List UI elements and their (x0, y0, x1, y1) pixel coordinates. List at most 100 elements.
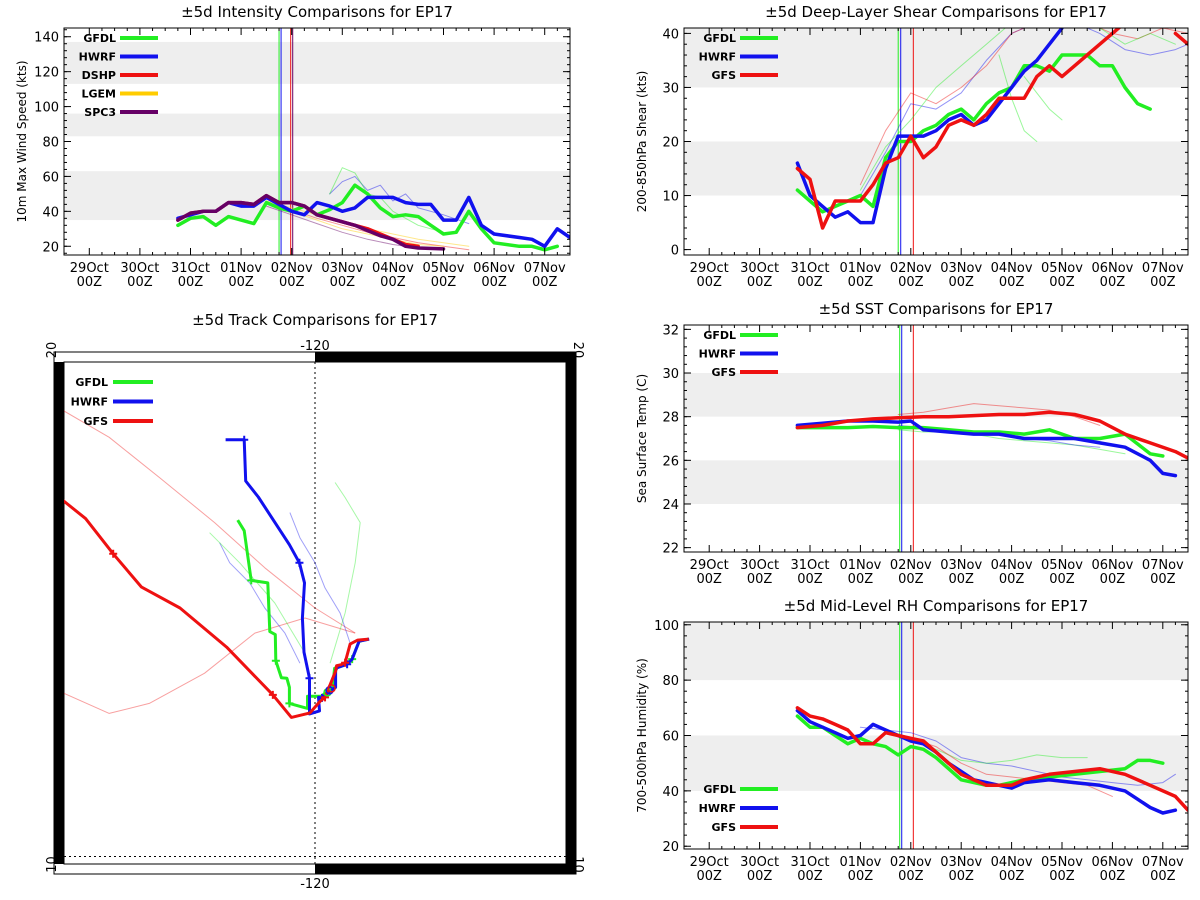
x-tick-label-date-8: 06Nov (1091, 261, 1133, 276)
series-line-lgem-9 (291, 210, 444, 247)
track-line-gfdl-7 (329, 482, 361, 664)
y-tick-label-3: 80 (662, 674, 679, 689)
track-start-marker-hwrf (325, 686, 334, 695)
x-tick-label-date-8: 06Nov (1091, 558, 1133, 573)
series-line-gfs-10 (1098, 28, 1188, 40)
sst-frame (683, 324, 1189, 553)
rh-series (795, 706, 1188, 815)
y-tick-label-0: 22 (662, 542, 679, 557)
shear-chart: 01020304029Oct00Z30Oct00Z31Oct00Z01Nov00… (635, 3, 1189, 290)
rh-title: ±5d Mid-Level RH Comparisons for EP17 (784, 597, 1089, 615)
track-line-hwrf-6 (219, 542, 301, 664)
series-line-gfdl-7 (998, 54, 1038, 142)
track-lat-label-right-20: 20 (570, 342, 585, 359)
y-tick-label-1: 24 (662, 498, 679, 513)
x-tick-label-date-7: 05Nov (1041, 855, 1083, 870)
x-tick-label-hour-0: 00Z (696, 275, 722, 290)
x-tick-label-hour-5: 00Z (948, 572, 974, 587)
x-tick-label-date-4: 02Nov (890, 855, 932, 870)
x-tick-label-hour-1: 00Z (747, 572, 773, 587)
x-tick-label-hour-1: 00Z (747, 275, 773, 290)
band-1 (64, 113, 570, 137)
series-line-hwrf-3 (859, 726, 1176, 786)
sst-chart: 22242628303229Oct00Z30Oct00Z31Oct00Z01No… (635, 300, 1189, 587)
x-tick-label-date-2: 31Oct (790, 261, 829, 276)
x-tick-label-hour-4: 00Z (898, 275, 924, 290)
series-line-gfdl-0 (795, 714, 1165, 788)
y-tick-label-5: 32 (662, 323, 679, 338)
legend-label-lgem: LGEM (82, 88, 117, 101)
rh-chart: 2040608010029Oct00Z30Oct00Z31Oct00Z01Nov… (635, 597, 1189, 884)
x-tick-label-hour-0: 00Z (696, 869, 722, 884)
sst-title: ±5d SST Comparisons for EP17 (819, 300, 1054, 318)
y-tick-label-2: 20 (662, 136, 679, 151)
track-plus-marker (109, 549, 118, 558)
x-tick-label-hour-8: 00Z (481, 275, 507, 290)
x-tick-label-hour-5: 00Z (948, 869, 974, 884)
x-tick-label-date-8: 06Nov (1091, 855, 1133, 870)
x-tick-label-hour-5: 00Z (948, 275, 974, 290)
legend-label-hwrf: HWRF (699, 348, 736, 361)
y-tick-label-4: 30 (662, 367, 679, 382)
track-border-left (54, 362, 64, 864)
x-tick-label-date-5: 03Nov (321, 261, 363, 276)
y-tick-label-0: 20 (662, 840, 679, 855)
x-tick-label-date-6: 04Nov (991, 558, 1033, 573)
x-tick-label-date-4: 02Nov (890, 558, 932, 573)
track-legend-label-gfdl: GFDL (75, 376, 108, 389)
x-tick-label-date-5: 03Nov (940, 261, 982, 276)
series-line-gfs-2 (795, 28, 1122, 230)
x-tick-label-hour-3: 00Z (848, 572, 874, 587)
track-title: ±5d Track Comparisons for EP17 (192, 311, 438, 329)
sst-series (795, 403, 1188, 478)
x-tick-label-date-9: 07Nov (1142, 261, 1184, 276)
track-border-right (566, 362, 576, 864)
track-border-top (315, 352, 576, 362)
x-tick-label-hour-8: 00Z (1100, 869, 1126, 884)
series-line-gfdl-0 (176, 183, 560, 252)
x-tick-label-hour-8: 00Z (1100, 275, 1126, 290)
track-lon-label-top: -120 (300, 339, 330, 354)
y-tick-label-0: 0 (671, 244, 679, 259)
x-tick-label-date-1: 30Oct (740, 558, 779, 573)
series-line-hwrf-1 (795, 708, 1178, 815)
series-line-gfs-2 (795, 706, 1188, 812)
x-tick-label-hour-2: 00Z (797, 572, 823, 587)
x-tick-label-hour-4: 00Z (898, 572, 924, 587)
x-tick-label-date-9: 07Nov (524, 261, 566, 276)
shear-title: ±5d Deep-Layer Shear Comparisons for EP1… (765, 3, 1107, 21)
track-border-bottom (315, 864, 576, 874)
x-tick-label-hour-4: 00Z (898, 869, 924, 884)
track-plus-marker (268, 690, 277, 699)
y-tick-label-3: 30 (662, 81, 679, 96)
legend-label-gfdl: GFDL (703, 32, 736, 45)
series-line-hwrf-9 (1085, 28, 1188, 56)
y-tick-label-2: 60 (662, 730, 679, 745)
x-tick-label-hour-9: 00Z (1150, 572, 1176, 587)
series-line-gfdl-6 (859, 28, 1007, 191)
y-tick-label-3: 28 (662, 411, 679, 426)
legend-label-gfs: GFS (712, 366, 737, 379)
track-legend-label-hwrf: HWRF (71, 396, 108, 409)
band-1 (684, 373, 1188, 417)
track-plus-marker (295, 558, 304, 567)
y-tick-label-2: 60 (42, 170, 59, 185)
track-plus-marker (247, 576, 256, 585)
x-tick-label-hour-4: 00Z (279, 275, 305, 290)
legend-label-hwrf: HWRF (79, 51, 116, 64)
x-tick-label-hour-9: 00Z (1150, 275, 1176, 290)
band-0 (64, 171, 570, 221)
x-tick-label-date-8: 06Nov (473, 261, 515, 276)
x-tick-label-date-0: 29Oct (690, 855, 729, 870)
x-tick-label-date-7: 05Nov (1041, 558, 1083, 573)
track-lon-label-bottom: -120 (300, 877, 330, 892)
x-tick-label-date-0: 29Oct (70, 261, 109, 276)
x-tick-label-date-1: 30Oct (120, 261, 159, 276)
x-tick-label-hour-0: 00Z (77, 275, 103, 290)
track-chart: -120 -120 20 20 10 10 ±5d Track Comparisons fo… (45, 311, 585, 892)
x-tick-label-date-9: 07Nov (1142, 855, 1184, 870)
series-line-hwrf-7 (329, 175, 470, 225)
sst-ylabel: Sea Surface Temp (C) (635, 374, 649, 503)
track-line-hwrf-5 (289, 512, 351, 644)
